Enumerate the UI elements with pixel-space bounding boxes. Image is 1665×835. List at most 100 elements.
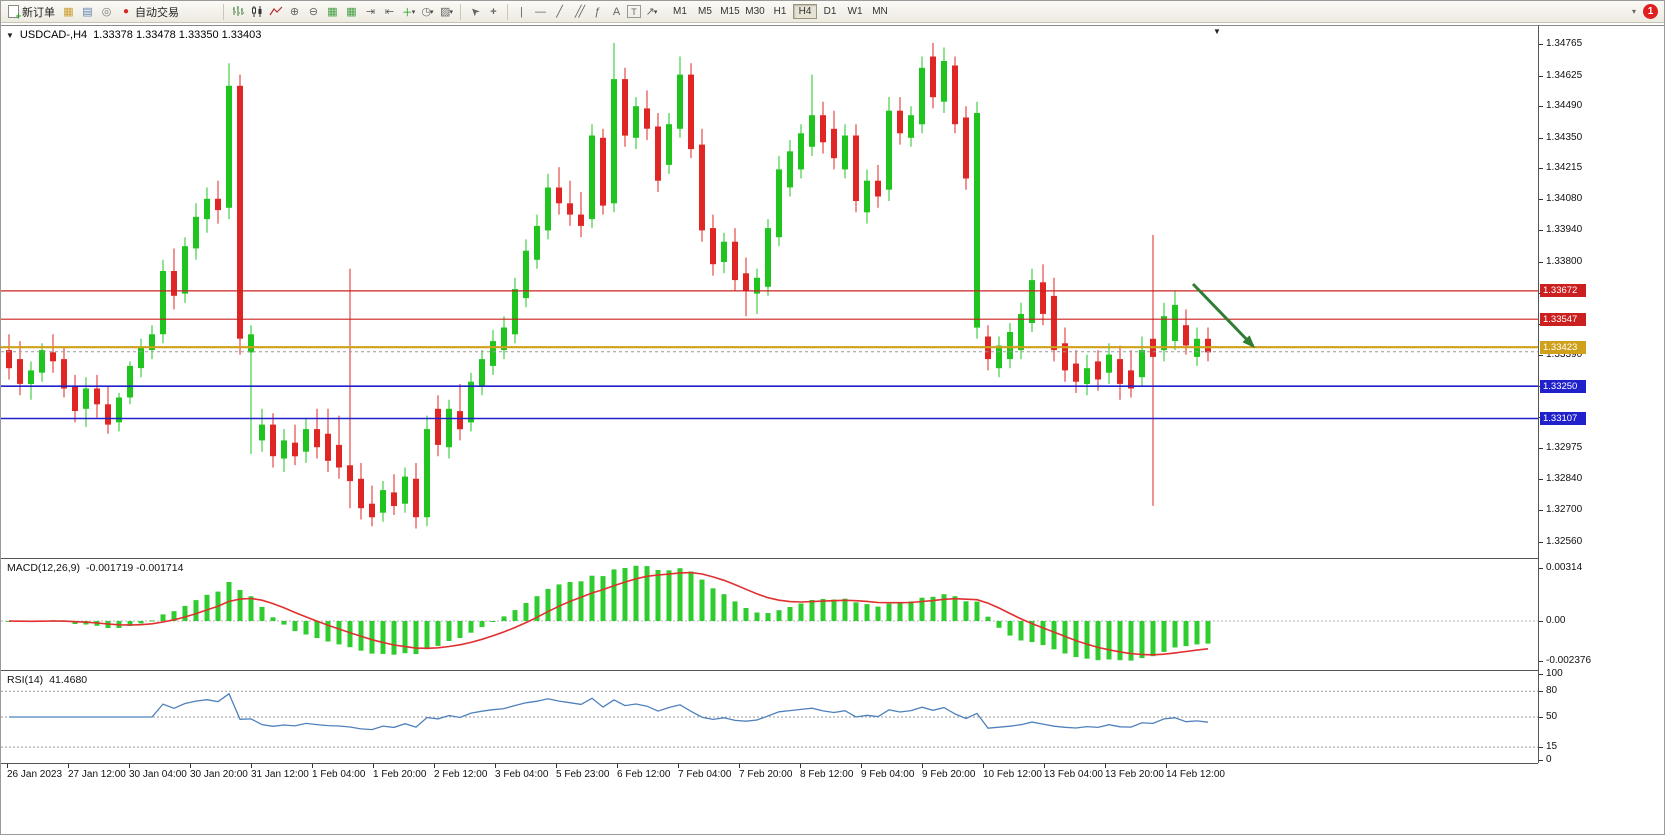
timeframe-MN[interactable]: MN	[872, 6, 888, 17]
timeframe-H1[interactable]: H1	[773, 6, 787, 17]
candle	[820, 101, 826, 154]
channel-tool-icon[interactable]: ╱╱	[574, 6, 585, 18]
text-tool-icon[interactable]: A	[612, 5, 621, 18]
zoom-out-icon[interactable]: ⊖	[308, 6, 319, 18]
new-order-button[interactable]: 新订单	[5, 3, 58, 21]
templates-button[interactable]: ▨ ▾	[440, 6, 453, 18]
candle	[578, 192, 584, 238]
candle	[380, 481, 386, 522]
crosshair-icon[interactable]: +	[490, 5, 497, 18]
candle	[1095, 350, 1101, 391]
timeframe-toolbar: M1 M5 M15 M30 H1 H4 D1 W1 MN	[668, 4, 892, 19]
price-chart-canvas[interactable]	[1, 26, 1538, 558]
price-axis[interactable]: 1.34765 1.34625 1.34490 1.34350 1.34215 1.340…	[1538, 25, 1664, 765]
auto-scroll-icon[interactable]: ⇥	[365, 6, 376, 18]
time-axis-tick	[1105, 764, 1106, 768]
tile-windows-icon[interactable]: ▦	[346, 6, 357, 18]
market-watch-icon[interactable]: ▦	[63, 6, 74, 18]
time-axis-tick	[495, 764, 496, 768]
data-window-icon[interactable]: ▤	[82, 6, 93, 18]
rsi-axis-tick	[1539, 691, 1543, 692]
candle	[875, 164, 881, 208]
candle	[1205, 327, 1211, 362]
candle	[765, 219, 771, 296]
candle	[160, 259, 166, 344]
candle	[358, 463, 364, 520]
time-axis-tick	[251, 764, 252, 768]
price-level-badge: 1.33250	[1540, 379, 1586, 393]
quote-collapse-icon[interactable]: ▼	[6, 30, 14, 40]
candle	[732, 228, 738, 292]
trend-arrow[interactable]	[1191, 282, 1255, 348]
candle	[171, 248, 177, 310]
candle	[1150, 234, 1156, 506]
autotrading-icon: ●	[122, 6, 130, 17]
rsi-axis-label: 50	[1546, 711, 1558, 722]
macd-axis-tick	[1539, 568, 1543, 569]
timeframe-M30[interactable]: M30	[745, 6, 765, 17]
time-axis-label: 1 Feb 04:00	[312, 769, 366, 780]
price-axis-label: 1.33390	[1546, 348, 1583, 360]
indicators-button[interactable]: ＋ ▾	[401, 6, 416, 19]
candlestick-chart-icon[interactable]	[248, 4, 265, 20]
trendline-tool-icon[interactable]: ╱	[556, 6, 563, 18]
macd-canvas	[1, 565, 1538, 661]
candle	[798, 124, 804, 179]
quote-line: ▼ USDCAD-,H4 1.33378 1.33478 1.33350 1.3…	[6, 29, 261, 41]
price-chart-panel[interactable]: ▼ USDCAD-,H4 1.33378 1.33478 1.33350 1.3…	[1, 25, 1538, 558]
text-label-tool-icon[interactable]: T	[627, 5, 641, 18]
navigator-icon[interactable]: ◎	[101, 6, 112, 18]
notifications-badge[interactable]: 1	[1643, 4, 1658, 19]
candle	[479, 350, 485, 396]
candle	[1029, 268, 1035, 332]
candle	[1106, 343, 1112, 384]
candle	[600, 128, 606, 215]
macd-axis-label: -0.002376	[1546, 654, 1592, 666]
time-axis-label: 13 Feb 20:00	[1105, 769, 1164, 780]
macd-panel[interactable]: MACD(12,26,9) -0.001719 -0.001714	[1, 558, 1538, 670]
candle	[1084, 354, 1090, 396]
time-axis-tick	[434, 764, 435, 768]
rsi-name: RSI(14)	[7, 674, 44, 686]
candle	[523, 239, 529, 308]
periods-button[interactable]: ◷ ▾	[421, 6, 434, 18]
price-axis-label: 1.34625	[1546, 69, 1583, 81]
candle	[402, 467, 408, 513]
chart-shift-marker-icon[interactable]: ▼	[1213, 27, 1221, 36]
candle	[886, 97, 892, 201]
time-axis-label: 30 Jan 04:00	[129, 769, 187, 780]
candle	[930, 42, 936, 109]
timeframe-W1[interactable]: W1	[847, 6, 863, 17]
vertical-line-tool-icon[interactable]: |	[520, 5, 523, 18]
time-axis-label: 8 Feb 12:00	[800, 769, 854, 780]
time-axis-tick	[678, 764, 679, 768]
fibonacci-tool-icon[interactable]: ƒ	[594, 5, 601, 18]
horizontal-line-tool-icon[interactable]: —	[535, 5, 546, 18]
autotrading-button[interactable]: ● 自动交易	[117, 3, 182, 21]
timeframe-M5[interactable]: M5	[698, 6, 712, 17]
time-axis-label: 1 Feb 20:00	[373, 769, 427, 780]
candle	[457, 384, 463, 441]
timeframe-M15[interactable]: M15	[720, 6, 740, 17]
zoom-in-icon[interactable]: ⊕	[289, 6, 300, 18]
bar-chart-icon[interactable]	[229, 4, 246, 20]
line-chart-icon[interactable]	[267, 4, 284, 20]
time-axis-label: 5 Feb 23:00	[556, 769, 610, 780]
toolbar-overflow-icon[interactable]: ▾	[1631, 7, 1636, 16]
new-chart-icon[interactable]: ▦	[327, 6, 338, 18]
candle	[215, 180, 221, 224]
candle	[1172, 291, 1178, 351]
candle	[952, 56, 958, 134]
time-axis[interactable]: 26 Jan 2023 27 Jan 12:00 30 Jan 04:00 30 Ja…	[1, 763, 1538, 783]
time-axis-label: 7 Feb 20:00	[739, 769, 793, 780]
cursor-icon[interactable]: ➤	[467, 3, 483, 19]
rsi-panel[interactable]: RSI(14) 41.4680	[1, 670, 1538, 763]
time-axis-label: 31 Jan 12:00	[251, 769, 309, 780]
time-axis-tick	[861, 764, 862, 768]
arrows-tool-icon[interactable]: ↗ ▾	[645, 6, 658, 18]
new-order-label: 新订单	[22, 6, 55, 19]
chart-shift-icon[interactable]: ⇤	[384, 6, 395, 18]
timeframe-M1[interactable]: M1	[673, 6, 687, 17]
timeframe-H4[interactable]: H4	[793, 4, 817, 19]
timeframe-D1[interactable]: D1	[823, 6, 837, 17]
